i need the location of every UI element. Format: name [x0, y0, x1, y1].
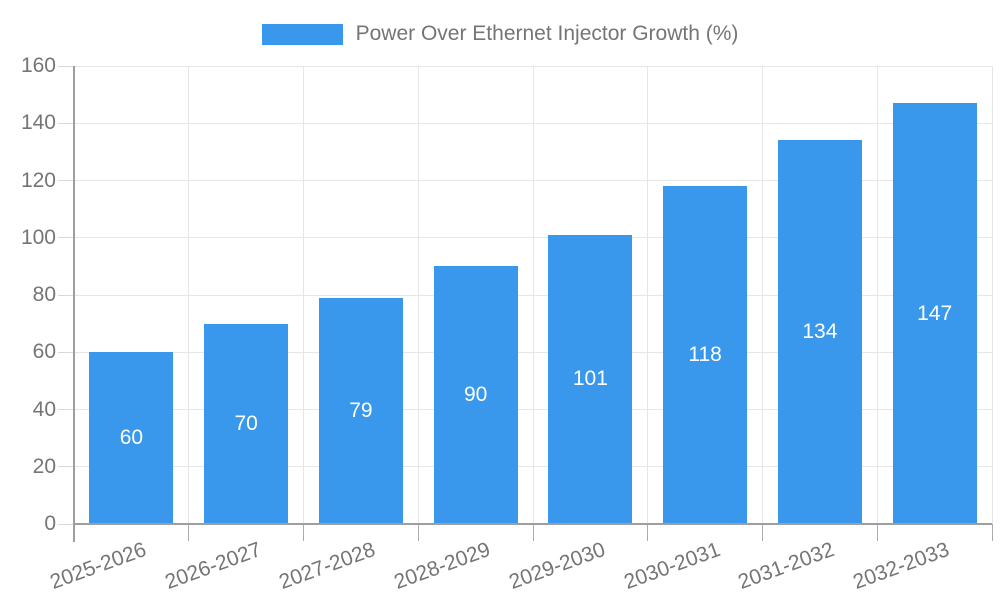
y-axis-label: 100 [20, 225, 56, 249]
y-axis-tick [58, 351, 74, 353]
y-axis-tick [58, 122, 74, 124]
x-axis-tick [188, 524, 190, 541]
y-axis-tick [58, 409, 74, 410]
bar-value-label: 118 [688, 343, 722, 367]
y-axis-tick [58, 65, 74, 67]
bar-value-label: 90 [463, 383, 488, 407]
x-axis-label: 2026-2027 [161, 538, 264, 594]
y-axis-label: 120 [20, 168, 56, 192]
grid-line-vertical [303, 66, 304, 524]
grid-line-vertical [532, 66, 534, 524]
y-axis-tick [58, 294, 74, 296]
x-axis-label: 2028-2029 [391, 538, 494, 594]
bar[interactable] [318, 297, 403, 524]
x-axis-tick [647, 524, 649, 541]
y-axis-label: 60 [32, 340, 56, 364]
y-axis-label: 20 [32, 454, 56, 478]
bar[interactable] [204, 323, 289, 524]
x-axis-label: 2027-2028 [276, 538, 379, 594]
x-axis-line [74, 523, 992, 525]
y-axis-line [73, 66, 75, 542]
y-axis-label: 160 [20, 54, 56, 77]
x-axis-tick [532, 524, 534, 541]
bar[interactable] [892, 103, 977, 524]
legend-label: Power Over Ethernet Injector Growth (%) [355, 22, 739, 45]
grid-line-vertical [647, 66, 649, 524]
grid-line-vertical [876, 66, 878, 524]
y-axis-label: 80 [32, 283, 56, 306]
legend: Power Over Ethernet Injector Growth (%) [0, 22, 1000, 46]
x-axis-tick [762, 524, 763, 541]
y-axis-label: 140 [20, 111, 56, 135]
y-axis-tick [58, 466, 74, 468]
bar-value-label: 60 [119, 426, 144, 450]
grid-line-vertical [188, 66, 190, 524]
y-axis-tick [58, 237, 74, 239]
bar[interactable] [663, 186, 748, 524]
grid-line-vertical [762, 66, 763, 524]
x-axis-label: 2032-2033 [850, 538, 953, 594]
x-axis-tick [417, 524, 419, 541]
bar[interactable] [89, 352, 174, 524]
bar-value-label: 147 [917, 301, 953, 325]
bar-value-label: 70 [234, 411, 258, 435]
legend-swatch [261, 23, 343, 45]
y-axis-label: 40 [32, 397, 56, 421]
y-axis-tick [58, 180, 74, 181]
y-axis-tick [58, 523, 74, 525]
grid-line-vertical [417, 66, 419, 524]
x-axis-tick [303, 524, 304, 541]
x-axis-tick [876, 524, 878, 541]
x-axis-tick [991, 524, 993, 541]
x-axis-label: 2029-2030 [505, 538, 609, 594]
grid-line-vertical [991, 66, 993, 524]
x-axis-label: 2030-2031 [620, 538, 723, 594]
bar[interactable] [433, 266, 518, 524]
bar-value-label: 101 [572, 367, 608, 391]
bar[interactable] [548, 234, 633, 524]
bar-value-label: 134 [802, 320, 838, 344]
x-axis-label: 2025-2026 [46, 538, 150, 594]
x-axis-label: 2031-2032 [735, 538, 838, 594]
y-axis-label: 0 [44, 512, 56, 535]
bar[interactable] [777, 140, 862, 524]
bar-value-label: 79 [349, 398, 373, 422]
